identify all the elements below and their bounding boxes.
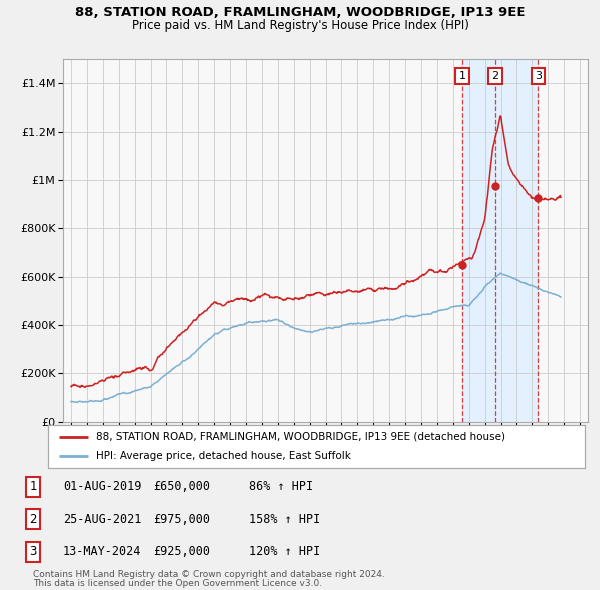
Text: £975,000: £975,000 [153,513,210,526]
Text: HPI: Average price, detached house, East Suffolk: HPI: Average price, detached house, East… [97,451,351,461]
Text: 2: 2 [29,513,37,526]
Text: 25-AUG-2021: 25-AUG-2021 [63,513,142,526]
Text: 88, STATION ROAD, FRAMLINGHAM, WOODBRIDGE, IP13 9EE (detached house): 88, STATION ROAD, FRAMLINGHAM, WOODBRIDG… [97,432,505,442]
Text: 86% ↑ HPI: 86% ↑ HPI [249,480,313,493]
Text: £650,000: £650,000 [153,480,210,493]
Text: 158% ↑ HPI: 158% ↑ HPI [249,513,320,526]
Text: 2: 2 [491,71,499,81]
Text: 120% ↑ HPI: 120% ↑ HPI [249,545,320,558]
Text: 01-AUG-2019: 01-AUG-2019 [63,480,142,493]
Text: Price paid vs. HM Land Registry's House Price Index (HPI): Price paid vs. HM Land Registry's House … [131,19,469,32]
Bar [462,59,538,422]
Text: 1: 1 [458,71,466,81]
Text: 1: 1 [29,480,37,493]
Text: 13-MAY-2024: 13-MAY-2024 [63,545,142,558]
Text: 3: 3 [535,71,542,81]
Text: Contains HM Land Registry data © Crown copyright and database right 2024.: Contains HM Land Registry data © Crown c… [33,570,385,579]
Text: £925,000: £925,000 [153,545,210,558]
Text: 3: 3 [29,545,37,558]
Text: 88, STATION ROAD, FRAMLINGHAM, WOODBRIDGE, IP13 9EE: 88, STATION ROAD, FRAMLINGHAM, WOODBRIDG… [75,6,525,19]
Text: This data is licensed under the Open Government Licence v3.0.: This data is licensed under the Open Gov… [33,579,322,588]
